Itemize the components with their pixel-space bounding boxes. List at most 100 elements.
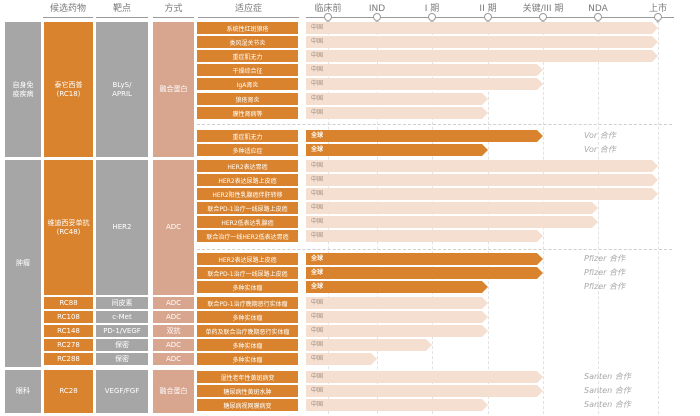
milestone-tick-icon bbox=[486, 20, 490, 23]
target-rc288: 保密 bbox=[96, 353, 148, 365]
indication-label: 湿性老年性黄斑病变 bbox=[197, 371, 298, 383]
drug-rc18: 泰它西普 (RC18) bbox=[44, 22, 93, 157]
region-label: 中国 bbox=[311, 218, 324, 225]
progress-bar: 中国 bbox=[306, 78, 543, 90]
modality-rc88: ADC bbox=[153, 297, 194, 309]
header-indication-underline bbox=[198, 17, 299, 18]
progress-bar: 中国 bbox=[306, 216, 598, 228]
milestone-tick-icon bbox=[326, 20, 330, 23]
indication-label: IgA肾炎 bbox=[197, 78, 298, 90]
region-label: 中国 bbox=[311, 232, 324, 239]
arrow-tip-icon bbox=[537, 130, 543, 142]
region-label: 中国 bbox=[311, 52, 324, 59]
arrow-tip-icon bbox=[371, 353, 377, 365]
arrow-tip-icon bbox=[482, 311, 488, 323]
stage-label: 关键/III 期 bbox=[522, 4, 564, 14]
drug-name: RC28 bbox=[59, 387, 78, 395]
progress-bar: 中国 bbox=[306, 22, 658, 34]
indication-label: 多种适应症 bbox=[197, 144, 298, 156]
progress-bar: 中国 bbox=[306, 297, 488, 309]
partner-label: Vor 合作 bbox=[584, 131, 616, 140]
region-label: 中国 bbox=[311, 24, 324, 31]
arrow-tip-icon bbox=[592, 216, 598, 228]
region-label: 中国 bbox=[311, 66, 324, 73]
progress-bar: 中国 bbox=[306, 202, 598, 214]
region-label: 中国 bbox=[311, 401, 324, 408]
stage-label: I 期 bbox=[424, 4, 440, 14]
target-name: 保密 bbox=[115, 340, 129, 349]
drug-rc288: RC288 bbox=[44, 353, 93, 365]
drug-name: RC88 bbox=[59, 298, 78, 307]
partner-label: Santen 合作 bbox=[584, 386, 631, 395]
indication-label: 糖尿病视网膜病变 bbox=[197, 399, 298, 411]
arrow-tip-icon bbox=[652, 36, 658, 48]
partner-label: Vor 合作 bbox=[584, 145, 616, 154]
target-name: VEGF/FGF bbox=[104, 387, 140, 395]
region-label: 中国 bbox=[311, 373, 324, 380]
indication-label: 单药及联合治疗晚期恶行实体瘤 bbox=[197, 325, 298, 337]
indication-label: HER2阳性乳腺癌伴肝转移 bbox=[197, 188, 298, 200]
indication-label: 重症肌无力 bbox=[197, 130, 298, 142]
arrow-tip-icon bbox=[652, 50, 658, 62]
target-name: 保密 bbox=[115, 354, 129, 363]
region-label: 中国 bbox=[311, 204, 324, 211]
target-rc278: 保密 bbox=[96, 339, 148, 351]
progress-bar: 中国 bbox=[306, 230, 543, 242]
progress-bar: 中国 bbox=[306, 311, 488, 323]
arrow-tip-icon bbox=[537, 64, 543, 76]
drug-rc278: RC278 bbox=[44, 339, 93, 351]
modality-name: 融合蛋白 bbox=[159, 85, 188, 93]
arrow-tip-icon bbox=[482, 93, 488, 105]
progress-bar: 中国 bbox=[306, 160, 658, 172]
indication-label: 膜性肾病等 bbox=[197, 107, 298, 119]
header-target-underline bbox=[96, 17, 148, 18]
arrow-tip-icon bbox=[537, 371, 543, 383]
drug-name: RC148 bbox=[57, 326, 80, 335]
arrow-tip-icon bbox=[537, 230, 543, 242]
progress-bar: 全球 bbox=[306, 267, 543, 279]
arrow-tip-icon bbox=[482, 325, 488, 337]
drug-name: RC288 bbox=[57, 354, 80, 363]
region-label: 中国 bbox=[311, 38, 324, 45]
stage-label: 临床前 bbox=[314, 4, 342, 14]
progress-bar: 中国 bbox=[306, 93, 488, 105]
progress-bar: 中国 bbox=[306, 50, 658, 62]
region-label: 中国 bbox=[311, 190, 324, 197]
region-separator bbox=[197, 124, 672, 125]
arrow-tip-icon bbox=[482, 281, 488, 293]
partner-label: Pfizer 合作 bbox=[584, 268, 625, 277]
milestone-tick-icon bbox=[375, 20, 379, 23]
partner-label: Santen 合作 bbox=[584, 400, 631, 409]
indication-label: HER2低表达乳腺癌 bbox=[197, 216, 298, 228]
region-label: 中国 bbox=[311, 387, 324, 394]
modality-rc18: 融合蛋白 bbox=[153, 22, 194, 157]
stage-label: II 期 bbox=[479, 4, 497, 14]
target-name: BLyS/ APRIL bbox=[112, 80, 132, 98]
progress-bar: 中国 bbox=[306, 188, 658, 200]
modality-rc278: ADC bbox=[153, 339, 194, 351]
arrow-tip-icon bbox=[482, 297, 488, 309]
arrow-tip-icon bbox=[482, 107, 488, 119]
region-label: 中国 bbox=[311, 299, 324, 306]
indication-label: 多种实体瘤 bbox=[197, 339, 298, 351]
modality-name: ADC bbox=[165, 340, 182, 349]
indication-label: 干燥综合征 bbox=[197, 64, 298, 76]
indication-label: 联合治疗一线HER2低表达胃癌 bbox=[197, 230, 298, 242]
header-indication: 适应症 bbox=[234, 4, 262, 14]
milestone-tick-icon bbox=[656, 20, 660, 23]
progress-bar: 中国 bbox=[306, 64, 543, 76]
modality-rc288: ADC bbox=[153, 353, 194, 365]
modality-name: ADC bbox=[165, 298, 182, 307]
drug-rc148: RC148 bbox=[44, 325, 93, 337]
arrow-tip-icon bbox=[537, 385, 543, 397]
arrow-tip-icon bbox=[652, 22, 658, 34]
milestone-tick-icon bbox=[596, 20, 600, 23]
region-label: 中国 bbox=[311, 341, 324, 348]
region-label: 中国 bbox=[311, 327, 324, 334]
area-label: 肿瘤 bbox=[16, 259, 30, 267]
region-label: 中国 bbox=[311, 162, 324, 169]
progress-bar: 中国 bbox=[306, 174, 658, 186]
modality-name: ADC bbox=[165, 223, 182, 231]
partner-label: Santen 合作 bbox=[584, 372, 631, 381]
indication-label: 类风湿关节炎 bbox=[197, 36, 298, 48]
